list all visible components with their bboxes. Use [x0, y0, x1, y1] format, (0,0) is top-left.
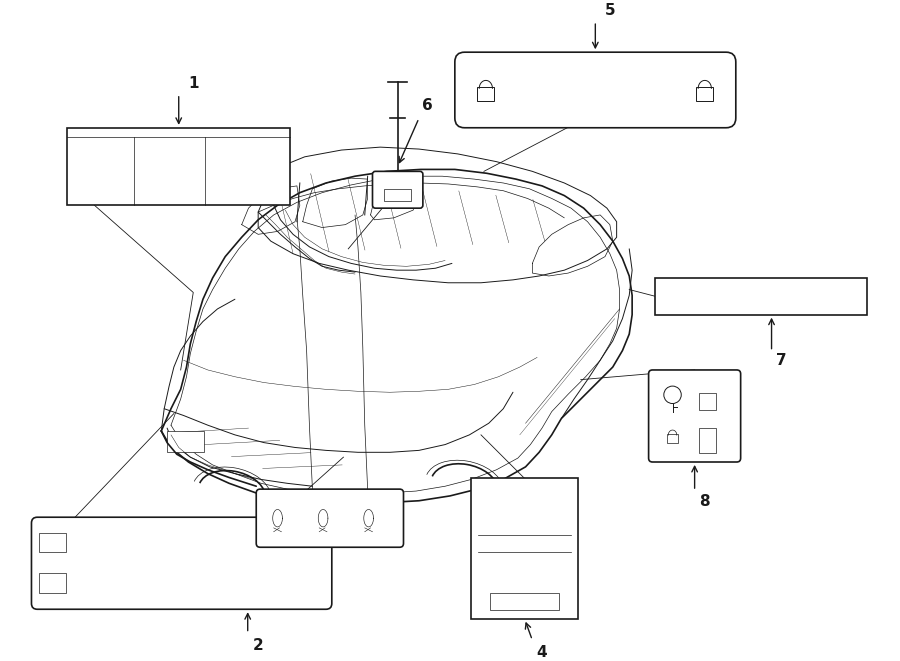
- Text: 3: 3: [308, 576, 319, 592]
- Text: 7: 7: [777, 354, 787, 368]
- Bar: [491, 593, 559, 610]
- Bar: [68, 128, 290, 206]
- Bar: [40, 533, 67, 552]
- Bar: [167, 431, 204, 452]
- Bar: [699, 393, 716, 410]
- Bar: [40, 573, 67, 593]
- Text: 4: 4: [536, 645, 547, 660]
- Bar: [699, 428, 716, 453]
- Bar: [655, 278, 867, 315]
- Text: 8: 8: [699, 494, 710, 509]
- Bar: [383, 189, 411, 202]
- FancyBboxPatch shape: [649, 370, 741, 462]
- FancyBboxPatch shape: [454, 52, 736, 128]
- FancyBboxPatch shape: [256, 489, 403, 547]
- Bar: [477, 87, 494, 100]
- Bar: [697, 87, 714, 100]
- Text: 5: 5: [605, 3, 616, 19]
- Bar: [667, 434, 678, 443]
- Text: 1: 1: [188, 76, 199, 91]
- Text: 6: 6: [422, 98, 433, 113]
- FancyBboxPatch shape: [32, 517, 332, 609]
- Bar: [472, 479, 578, 619]
- FancyBboxPatch shape: [373, 171, 423, 208]
- Text: 2: 2: [253, 639, 264, 653]
